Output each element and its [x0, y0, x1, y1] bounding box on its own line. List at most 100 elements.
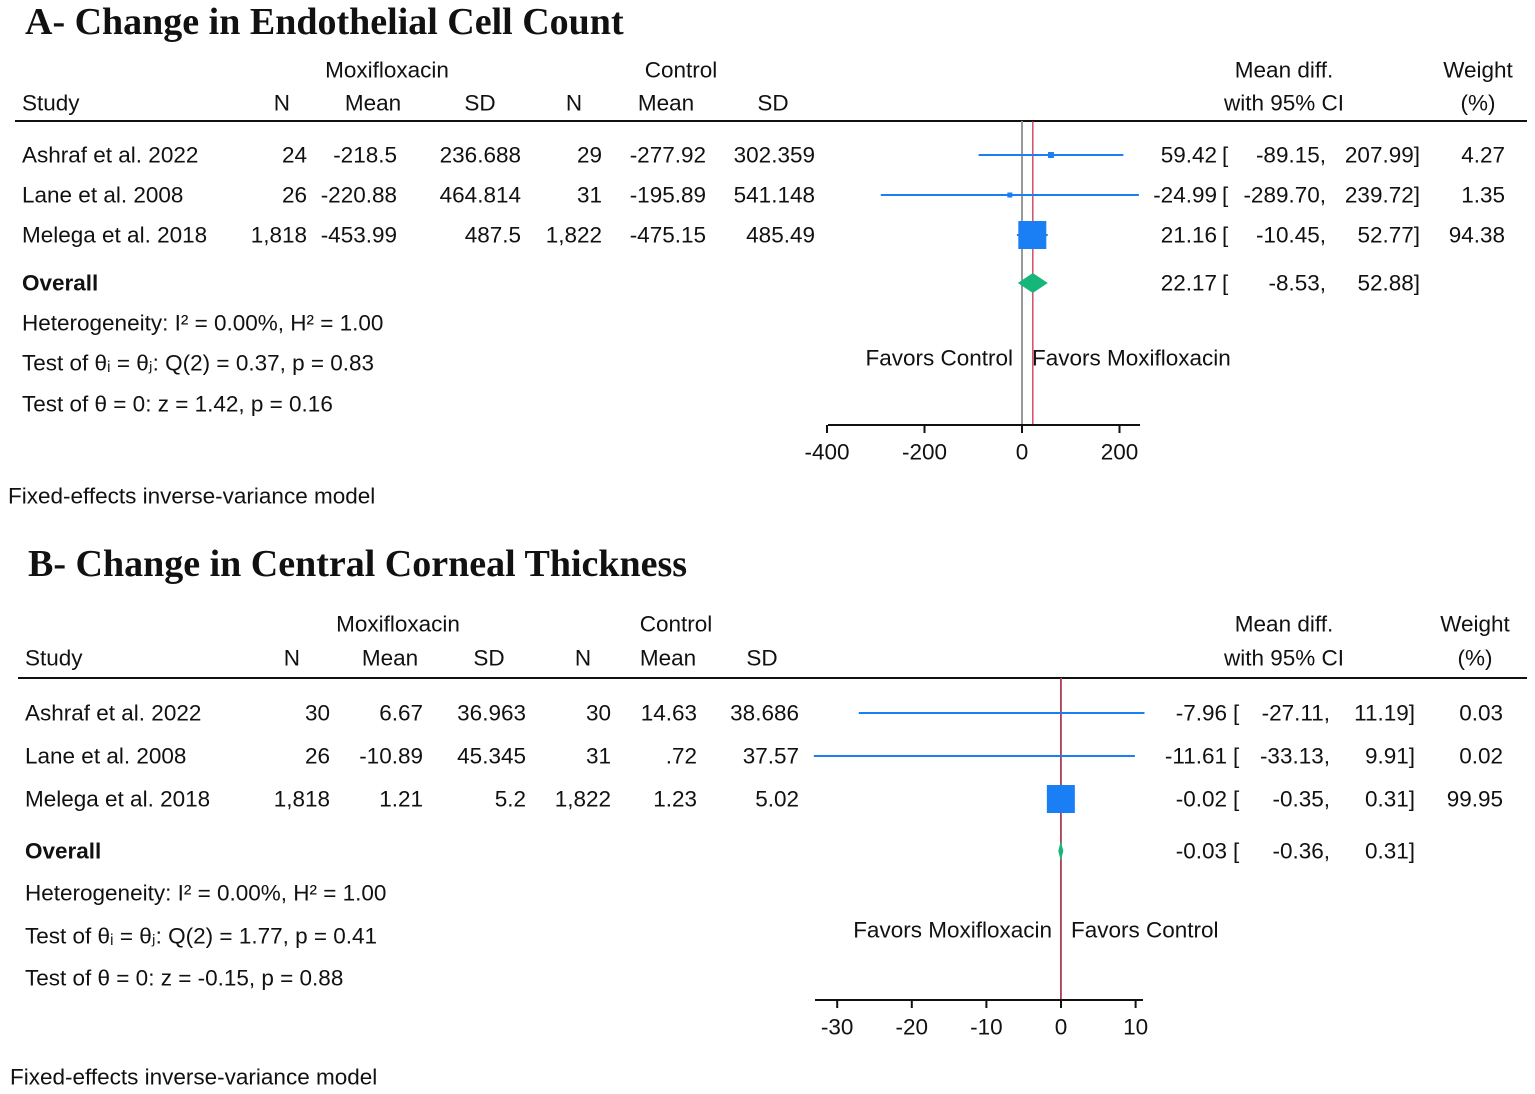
- x-tick-label: 0: [1016, 440, 1029, 465]
- column-header-effect: Mean diff.: [1235, 612, 1333, 637]
- weight: 99.95: [1447, 787, 1503, 812]
- x-tick-label: -400: [804, 440, 849, 465]
- study-name: Ashraf et al. 2022: [22, 143, 198, 168]
- column-header-ci: with 95% CI: [1223, 91, 1344, 116]
- favors-left-label: Favors Control: [865, 346, 1013, 371]
- column-header-weight: Weight: [1440, 612, 1510, 637]
- favors-right-label: Favors Control: [1071, 918, 1219, 943]
- treatment-n: 24: [282, 143, 307, 168]
- treatment-mean: 1.21: [379, 787, 423, 812]
- mean-diff: 59.42: [1161, 143, 1217, 168]
- study-row: Lane et al. 2008 26 -220.88 464.814 31 -195.8…: [22, 183, 1505, 208]
- control-n: 1,822: [546, 223, 602, 248]
- control-mean: .72: [666, 744, 697, 769]
- ci-lower: -33.13,: [1260, 744, 1330, 769]
- control-mean: -277.92: [630, 143, 706, 168]
- overall-ci-upper: 0.31]: [1365, 839, 1415, 864]
- study-row: Ashraf et al. 2022 30 6.67 36.963 30 14.63 38.…: [25, 701, 1503, 726]
- overall-mean-diff: -0.03: [1176, 839, 1227, 864]
- stat-line: Test of θ = 0: z = -0.15, p = 0.88: [25, 966, 343, 991]
- treatment-n: 26: [305, 744, 330, 769]
- overall-ci-upper: 52.88]: [1357, 271, 1420, 296]
- group-header-control: Control: [645, 58, 718, 83]
- ci-bracket: [: [1222, 223, 1229, 248]
- ci-bracket: [: [1233, 701, 1240, 726]
- overall-diamond: [1058, 841, 1064, 861]
- mean-diff: -24.99: [1153, 183, 1217, 208]
- ci-bracket: [: [1233, 787, 1240, 812]
- panel-a: A- Change in Endothelial Cell Count Moxif…: [8, 1, 1527, 509]
- column-header-n: N: [274, 91, 290, 116]
- weight: 4.27: [1461, 143, 1505, 168]
- control-mean: 14.63: [641, 701, 697, 726]
- study-name: Lane et al. 2008: [25, 744, 186, 769]
- panel-b: B- Change in Central Corneal Thickness Mo…: [10, 543, 1527, 1090]
- mean-diff: -11.61: [1165, 744, 1227, 769]
- weight: 94.38: [1449, 223, 1505, 248]
- overall-diamond: [1017, 273, 1048, 293]
- treatment-n: 30: [305, 701, 330, 726]
- column-header-sd: SD: [746, 646, 777, 671]
- ci-upper: 239.72]: [1345, 183, 1420, 208]
- weight: 0.02: [1459, 744, 1503, 769]
- overall-mean-diff: 22.17: [1161, 271, 1217, 296]
- control-n: 30: [586, 701, 611, 726]
- treatment-sd: 5.2: [495, 787, 526, 812]
- ci-lower: -0.35,: [1272, 787, 1330, 812]
- effect-marker: [973, 755, 975, 757]
- overall-ci-lower: -8.53,: [1268, 271, 1326, 296]
- study-name: Melega et al. 2018: [22, 223, 207, 248]
- ci-upper: 207.99]: [1345, 143, 1420, 168]
- treatment-sd: 236.688: [440, 143, 521, 168]
- column-header-weight: Weight: [1443, 58, 1513, 83]
- control-sd: 485.49: [746, 223, 815, 248]
- column-header-n: N: [575, 646, 591, 671]
- effect-marker: [1007, 192, 1013, 198]
- ci-upper: 52.77]: [1357, 223, 1420, 248]
- treatment-mean: -453.99: [321, 223, 397, 248]
- effect-marker: [1018, 221, 1047, 249]
- column-header-weight-unit: (%): [1461, 91, 1496, 116]
- study-row: Melega et al. 2018 1,818 1.21 5.2 1,822 1.23 5…: [25, 785, 1503, 813]
- weight: 0.03: [1459, 701, 1503, 726]
- column-header-sd: SD: [473, 646, 504, 671]
- stat-line: Heterogeneity: I² = 0.00%, H² = 1.00: [25, 881, 386, 906]
- study-row: Ashraf et al. 2022 24 -218.5 236.688 29 -277.…: [22, 143, 1505, 168]
- column-header-mean: Mean: [640, 646, 696, 671]
- column-header-effect: Mean diff.: [1235, 58, 1333, 83]
- study-name: Ashraf et al. 2022: [25, 701, 201, 726]
- control-mean: 1.23: [653, 787, 697, 812]
- study-name: Lane et al. 2008: [22, 183, 183, 208]
- favors-left-label: Favors Moxifloxacin: [853, 918, 1052, 943]
- ci-upper: 0.31]: [1365, 787, 1415, 812]
- treatment-n: 1,818: [274, 787, 330, 812]
- treatment-n: 26: [282, 183, 307, 208]
- ci-bracket: [: [1233, 744, 1240, 769]
- weight: 1.35: [1461, 183, 1505, 208]
- column-header-mean: Mean: [638, 91, 694, 116]
- overall-label: Overall: [25, 839, 101, 864]
- panel-title: A- Change in Endothelial Cell Count: [25, 1, 624, 43]
- mean-diff: -0.02: [1176, 787, 1227, 812]
- group-header-control: Control: [640, 612, 713, 637]
- study-name: Melega et al. 2018: [25, 787, 210, 812]
- column-header-n: N: [566, 91, 582, 116]
- x-tick-label: 200: [1101, 440, 1139, 465]
- x-tick-label: -10: [970, 1015, 1003, 1040]
- ci-lower: -27.11,: [1262, 701, 1330, 726]
- column-header-sd: SD: [464, 91, 495, 116]
- overall-ci-lower: -0.36,: [1272, 839, 1330, 864]
- ci-lower: -89.15,: [1256, 143, 1326, 168]
- column-header-ci: with 95% CI: [1223, 646, 1344, 671]
- overall-label: Overall: [22, 271, 98, 296]
- overall-row: Overall -0.03[ -0.36, 0.31]: [25, 839, 1415, 864]
- treatment-n: 1,818: [251, 223, 307, 248]
- ci-bracket: [: [1233, 839, 1240, 864]
- treatment-mean: -10.89: [359, 744, 423, 769]
- panel-title: B- Change in Central Corneal Thickness: [28, 543, 687, 585]
- column-header-sd: SD: [757, 91, 788, 116]
- column-header-n: N: [284, 646, 300, 671]
- group-header-treatment: Moxifloxacin: [325, 58, 449, 83]
- treatment-sd: 45.345: [457, 744, 526, 769]
